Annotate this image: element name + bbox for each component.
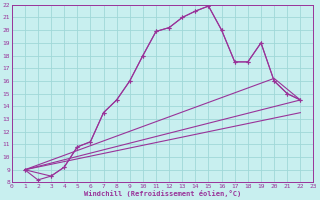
X-axis label: Windchill (Refroidissement éolien,°C): Windchill (Refroidissement éolien,°C) — [84, 190, 241, 197]
